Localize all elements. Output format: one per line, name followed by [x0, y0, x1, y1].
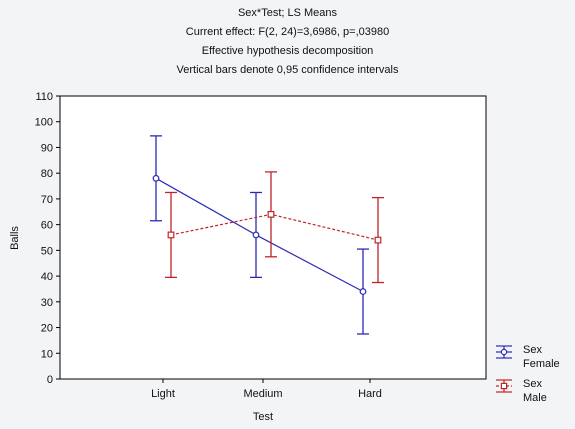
legend-entry-male: Sex Male — [496, 378, 547, 404]
x-axis-label: Test — [253, 411, 273, 423]
legend-marker — [500, 348, 508, 356]
y-tick-label: 90 — [41, 142, 53, 154]
y-tick-label: 10 — [41, 348, 53, 360]
y-tick-label: 100 — [35, 117, 53, 129]
x-tick-label: Medium — [243, 388, 282, 400]
chart-subtitle-effect: Current effect: F(2, 24)=3,6986, p=,0398… — [185, 26, 390, 38]
legend-label: Male — [523, 392, 547, 404]
y-tick-label: 60 — [41, 220, 53, 232]
legend-label: Female — [523, 358, 560, 370]
series-female — [150, 135, 369, 335]
data-point — [359, 288, 367, 295]
data-point — [152, 174, 160, 182]
y-tick-label: 30 — [41, 297, 53, 309]
data-point — [267, 210, 275, 218]
series-layer — [150, 135, 384, 335]
y-tick-label: 50 — [41, 245, 53, 257]
y-tick-label: 20 — [41, 323, 53, 335]
chart-subtitle-decomposition: Effective hypothesis decomposition — [201, 45, 374, 57]
legend-title: Sex — [523, 344, 542, 356]
y-tick-label: 40 — [41, 271, 53, 283]
series-male — [165, 171, 384, 284]
y-tick-label: 110 — [35, 91, 53, 103]
y-tick-label: 0 — [47, 374, 53, 386]
x-tick-label: Hard — [358, 388, 382, 400]
data-point — [374, 236, 382, 244]
x-tick-label: Light — [151, 388, 175, 400]
chart-title-block: Sex*Test; LS Means Current effect: F(2, … — [0, 4, 575, 80]
chart-title: Sex*Test; LS Means — [237, 7, 338, 19]
chart-subtitle-intervals: Vertical bars denote 0,95 confidence int… — [176, 64, 399, 76]
legend: Sex Female Sex Male — [496, 344, 560, 404]
legend-marker — [500, 382, 508, 390]
legend-title: Sex — [523, 378, 542, 390]
plot-area — [59, 95, 487, 380]
data-point — [167, 231, 175, 239]
y-axis-label: Balls — [9, 226, 21, 250]
y-tick-label: 70 — [41, 194, 53, 206]
legend-entry-female: Sex Female — [496, 344, 560, 370]
data-point — [252, 231, 260, 239]
y-axis: 0 10 20 30 40 50 60 70 80 90 100 110 — [35, 91, 60, 386]
x-axis: Light Medium Hard — [151, 379, 382, 400]
y-tick-label: 80 — [41, 168, 53, 180]
